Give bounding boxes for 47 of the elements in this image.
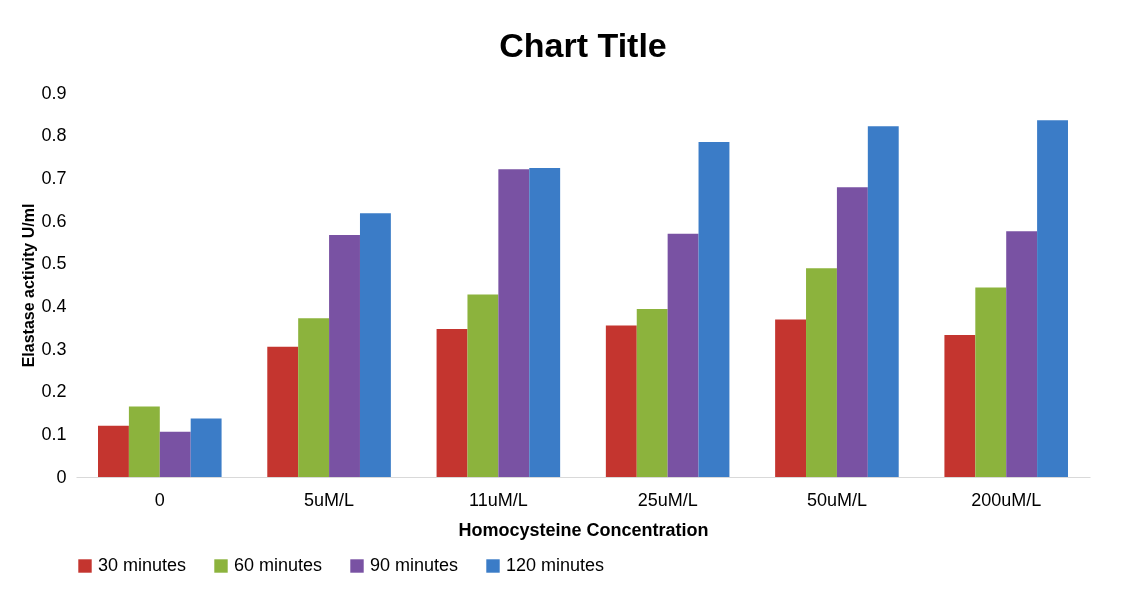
y-tick-label: 0.5 [41,253,67,274]
bar [436,328,468,477]
bar [329,235,360,477]
y-tick-label: 0.2 [41,381,67,402]
bar [159,431,191,477]
legend-label: 90 minutes [370,555,459,575]
y-tick-label: 0.3 [41,338,67,359]
bar [605,325,637,477]
bar [867,126,899,477]
bar [806,268,837,477]
bar [498,169,530,477]
x-tick-label: 0 [154,489,165,510]
bar [775,319,807,477]
bar [944,334,976,477]
bar [467,294,499,477]
chart-title: Chart Title [499,26,667,64]
y-tick-label: 0.6 [41,210,67,231]
y-tick-label: 0.8 [41,125,67,146]
x-tick-label: 50uM/L [806,489,867,510]
legend-label: 30 minutes [98,555,187,575]
bar [636,308,668,477]
bar [698,142,730,477]
legend-label: 60 minutes [234,555,323,575]
bar [359,213,391,477]
bar [267,346,299,477]
bar [836,187,868,477]
x-tick-label: 200uM/L [971,489,1042,510]
y-tick-label: 0.1 [41,423,67,444]
bar [529,168,561,477]
bar [975,287,1007,477]
x-tick-label: 5uM/L [304,489,355,510]
bar [128,406,160,477]
y-axis-title: Elastase activity U/ml [20,203,38,368]
bar [667,233,699,477]
y-tick-label: 0 [56,466,67,487]
bar [190,418,222,477]
bar [98,425,129,477]
y-tick-label: 0.9 [41,82,67,103]
legend-label: 120 minutes [506,555,605,575]
x-tick-label: 25uM/L [637,489,698,510]
x-tick-label: 11uM/L [469,489,528,510]
bar [1006,231,1038,477]
y-tick-label: 0.4 [41,295,67,316]
bar [298,318,330,477]
y-tick-label: 0.7 [41,167,67,188]
bar [1037,120,1068,477]
x-axis-title: Homocysteine Concentration [458,519,709,540]
